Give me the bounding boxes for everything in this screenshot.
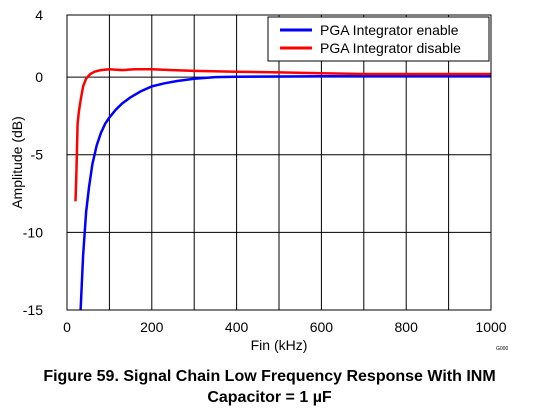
legend-label-disable: PGA Integrator disable [320, 40, 461, 56]
series-line-1 [74, 68, 491, 202]
figure-code: G000 [496, 346, 509, 352]
series-line-0 [79, 75, 491, 311]
x-axis-label: Fin (kHz) [251, 337, 308, 353]
y-axis-label: Amplitude (dB) [9, 116, 25, 209]
x-tick-label: 1000 [475, 319, 506, 335]
x-tick-label: 800 [395, 319, 419, 335]
x-tick-label: 0 [63, 319, 71, 335]
x-tick-label: 600 [310, 319, 334, 335]
x-tick-label: 400 [225, 319, 249, 335]
x-tick-label: 200 [140, 319, 164, 335]
y-tick-label: 0 [35, 69, 43, 85]
figure-caption-line1: Figure 59. Signal Chain Low Frequency Re… [43, 368, 496, 385]
chart: 0 200 400 600 800 1000 4 0 -5 -10 -15 Fin (kHz) Am… [9, 7, 507, 353]
y-tick-label: -10 [23, 224, 43, 240]
legend-box [267, 16, 490, 62]
series-group [74, 68, 491, 311]
legend-label-enable: PGA Integrator enable [320, 22, 459, 38]
plot-frame [66, 14, 492, 311]
tick-labels: 0 200 400 600 800 1000 4 0 -5 -10 -15 [23, 7, 507, 335]
y-tick-label: 4 [35, 7, 43, 23]
y-tick-label: -15 [23, 302, 43, 318]
legend: PGA Integrator enable PGA Integrator dis… [267, 16, 490, 62]
figure-caption-line2: Capacitor = 1 µF [207, 389, 332, 406]
y-tick-label: -5 [31, 147, 44, 163]
